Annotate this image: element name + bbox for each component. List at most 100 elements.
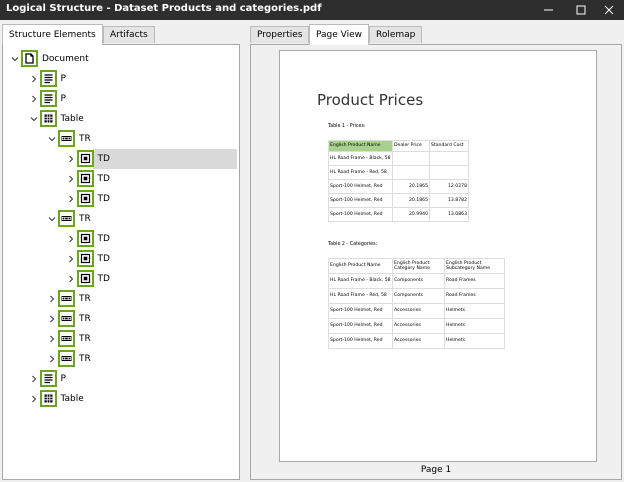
expand-chevron[interactable]: [67, 255, 75, 263]
header-row: English Product Name Dealer Price Standard…: [328, 140, 469, 152]
expand-chevron[interactable]: [67, 155, 75, 163]
table-cell: Components: [392, 273, 445, 289]
tab[interactable]: Rolemap: [369, 26, 423, 43]
tree-node[interactable]: Table: [60, 114, 84, 124]
table-cell: HL Road Frame - Red, 58: [328, 288, 393, 304]
table-row: Sport-100 Helmet, Red 20.9940 13.0863: [328, 207, 469, 222]
tab[interactable]: Structure Elements: [2, 24, 103, 45]
table-cell: Helmets: [444, 303, 505, 319]
page-heading: Product Prices: [317, 91, 424, 109]
header-cell: English Product Category Name: [392, 258, 445, 274]
header-cell: English Product Name: [328, 258, 393, 274]
structure-tree: Document P P Table TR TD TD TD TR TD TD TD TR TR TR TR P…: [2, 44, 240, 480]
table-cell: Accessories: [392, 303, 445, 319]
title-bar: Logical Structure - Dataset Products and…: [0, 0, 624, 20]
expand-chevron[interactable]: [48, 135, 56, 143]
table-row: Sport-100 Helmet, Red 20.1865 12.0278: [328, 179, 469, 194]
tree-node[interactable]: TR: [79, 134, 91, 144]
expand-chevron[interactable]: [48, 295, 56, 303]
table-cell: HL Road Frame - Black, 58: [328, 151, 393, 166]
node-icon: [76, 230, 94, 247]
expand-chevron[interactable]: [30, 375, 38, 383]
tree-node[interactable]: TD: [97, 234, 110, 244]
node-icon: [58, 350, 75, 367]
tree-node[interactable]: TR: [79, 314, 91, 324]
expand-chevron[interactable]: [48, 355, 56, 363]
node-icon: [39, 390, 57, 407]
node-icon: [39, 110, 57, 127]
expand-chevron[interactable]: [48, 315, 56, 323]
table-row: HL Road Frame - Red, 58: [328, 165, 469, 180]
table-cell: Helmets: [444, 333, 505, 349]
node-icon: [76, 270, 94, 287]
tree-node[interactable]: TR: [79, 334, 91, 344]
node-icon: [76, 250, 94, 267]
tree-node[interactable]: TD: [97, 274, 110, 284]
tree-node[interactable]: P: [60, 94, 66, 104]
tab[interactable]: Properties: [250, 26, 310, 43]
expand-chevron[interactable]: [67, 235, 75, 243]
table-caption: Table 1 - Prices:: [328, 124, 366, 129]
node-icon: [76, 150, 94, 167]
table-cell: Sport-100 Helmet, Red: [328, 333, 393, 349]
node-icon: [39, 90, 57, 107]
minimize-button[interactable]: [534, 0, 564, 20]
page-table: English Product Name English Product Cate…: [328, 258, 505, 349]
node-icon: [39, 70, 57, 87]
table-cell: Sport-100 Helmet, Red: [328, 193, 393, 208]
page-table: English Product Name Dealer Price Standard…: [328, 140, 469, 222]
table-cell: 12.0278: [429, 179, 469, 194]
node-icon: [58, 210, 75, 227]
page-preview: Product Prices Table 1 - Prices: English …: [279, 50, 597, 462]
table-row: HL Road Frame - Red, 58 Components Road Fr…: [328, 288, 505, 304]
expand-chevron[interactable]: [30, 75, 38, 83]
expand-chevron[interactable]: [30, 95, 38, 103]
tree-node[interactable]: P: [60, 74, 66, 84]
tab[interactable]: Artifacts: [103, 26, 155, 43]
table-cell: HL Road Frame - Black, 58: [328, 273, 393, 289]
table-caption: Table 2 - Categories:: [328, 242, 378, 247]
table-row: HL Road Frame - Black, 58 Components Road …: [328, 273, 505, 289]
close-button[interactable]: [594, 0, 624, 20]
expand-chevron[interactable]: [67, 175, 75, 183]
node-icon: [58, 310, 75, 327]
tree-node[interactable]: TR: [79, 214, 91, 224]
expand-chevron[interactable]: [48, 335, 56, 343]
table-cell: 20.9940: [392, 207, 430, 222]
expand-chevron[interactable]: [67, 195, 75, 203]
table-cell: Road Frames: [444, 288, 505, 304]
page-label: Page 1: [420, 465, 452, 475]
table-cell: Sport-100 Helmet, Red: [328, 207, 393, 222]
selected-row: [92, 149, 237, 169]
table-row: HL Road Frame - Black, 58: [328, 151, 469, 166]
expand-chevron[interactable]: [30, 395, 38, 403]
node-icon: [76, 190, 94, 207]
expand-chevron[interactable]: [67, 275, 75, 283]
expand-chevron[interactable]: [11, 55, 19, 63]
tree-node[interactable]: TD: [97, 154, 110, 164]
tree-node[interactable]: TD: [97, 254, 110, 264]
table-cell: Sport-100 Helmet, Red: [328, 318, 393, 334]
table-row: Sport-100 Helmet, Red 20.1865 13.8782: [328, 193, 469, 208]
table-cell: Road Frames: [444, 273, 505, 289]
tree-node[interactable]: TD: [97, 194, 110, 204]
tree-node[interactable]: Table: [60, 394, 84, 404]
header-cell: English Product Name: [328, 140, 393, 152]
expand-chevron[interactable]: [48, 215, 56, 223]
header-cell: Standard Cost: [429, 140, 469, 152]
header-cell: English Product Subcategory Name: [444, 258, 505, 274]
table-cell: Sport-100 Helmet, Red: [328, 303, 393, 319]
maximize-button[interactable]: [566, 0, 596, 20]
tree-node[interactable]: P: [60, 374, 66, 384]
table-cell: Sport-100 Helmet, Red: [328, 179, 393, 194]
tree-node[interactable]: TD: [97, 174, 110, 184]
tab[interactable]: Page View: [309, 24, 370, 45]
node-icon: [39, 370, 57, 387]
tree-node[interactable]: TR: [79, 294, 91, 304]
expand-chevron[interactable]: [30, 115, 38, 123]
tree-node[interactable]: TR: [79, 354, 91, 364]
header-cell: Dealer Price: [392, 140, 430, 152]
table-cell: [429, 165, 469, 180]
tree-node[interactable]: Document: [42, 54, 89, 64]
